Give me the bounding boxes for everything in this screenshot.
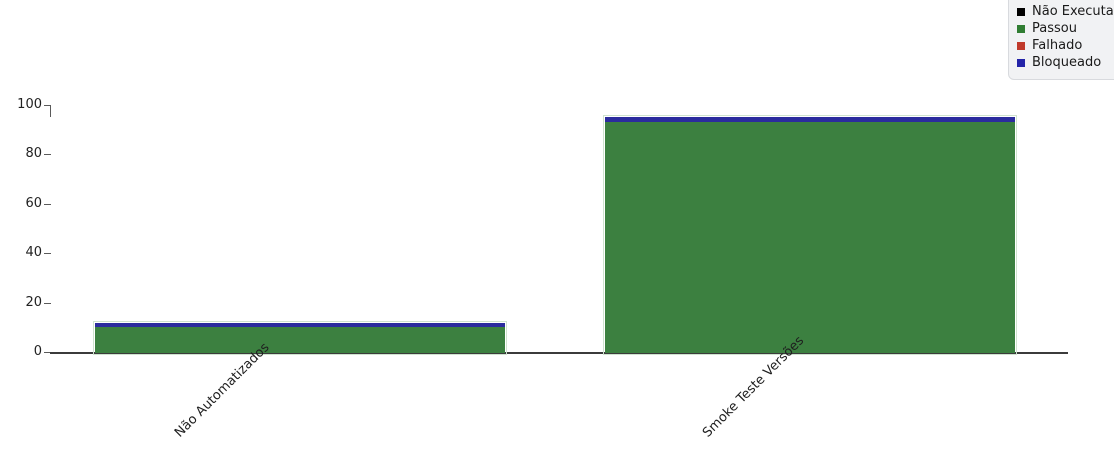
legend-label-nao-executado: Não Executa	[1032, 4, 1114, 19]
y-tick-label-80: 80	[25, 146, 42, 161]
legend-swatch-icon-passou	[1017, 24, 1025, 33]
bar-halo-1	[93, 321, 507, 355]
legend-swatch-icon-falhado	[1017, 41, 1025, 50]
bar-halo-2	[603, 115, 1017, 355]
chart-legend: Não Executa Passou Falhado Bloqueado	[1008, 0, 1114, 80]
legend-item-falhado[interactable]: Falhado	[1017, 37, 1114, 54]
bar-segment-bloqueado-1	[95, 323, 505, 327]
bar-segment-passou-2	[605, 122, 1015, 353]
legend-item-passou[interactable]: Passou	[1017, 20, 1114, 37]
y-tick-mark-100	[44, 105, 51, 106]
legend-swatch-icon-nao-executado	[1017, 7, 1025, 16]
y-tick-mark-40	[44, 253, 51, 254]
bar-smoke-teste-versoes[interactable]	[605, 117, 1015, 353]
y-tick-label-0: 0	[33, 344, 42, 359]
x-axis-line	[50, 352, 1068, 354]
y-tick-mark-60	[44, 204, 51, 205]
y-tick-mark-20	[44, 303, 51, 304]
bar-nao-automatizados[interactable]	[95, 323, 505, 353]
y-axis-top-stub	[50, 105, 51, 117]
legend-swatch-icon-bloqueado	[1017, 58, 1025, 67]
y-tick-label-40: 40	[25, 245, 42, 260]
legend-item-nao-executado[interactable]: Não Executa	[1017, 3, 1114, 20]
y-tick-mark-0	[44, 352, 51, 353]
y-tick-mark-80	[44, 154, 51, 155]
legend-label-passou: Passou	[1032, 21, 1077, 36]
bar-segment-passou-1	[95, 327, 505, 353]
legend-item-bloqueado[interactable]: Bloqueado	[1017, 54, 1114, 71]
legend-label-bloqueado: Bloqueado	[1032, 55, 1102, 70]
x-axis-label-nao-automatizados: Não Automatizados	[172, 340, 273, 441]
bar-segment-bloqueado-2	[605, 117, 1015, 122]
legend-label-falhado: Falhado	[1032, 38, 1083, 53]
y-tick-label-20: 20	[25, 295, 42, 310]
y-tick-label-100: 100	[17, 97, 42, 112]
y-tick-label-60: 60	[25, 196, 42, 211]
